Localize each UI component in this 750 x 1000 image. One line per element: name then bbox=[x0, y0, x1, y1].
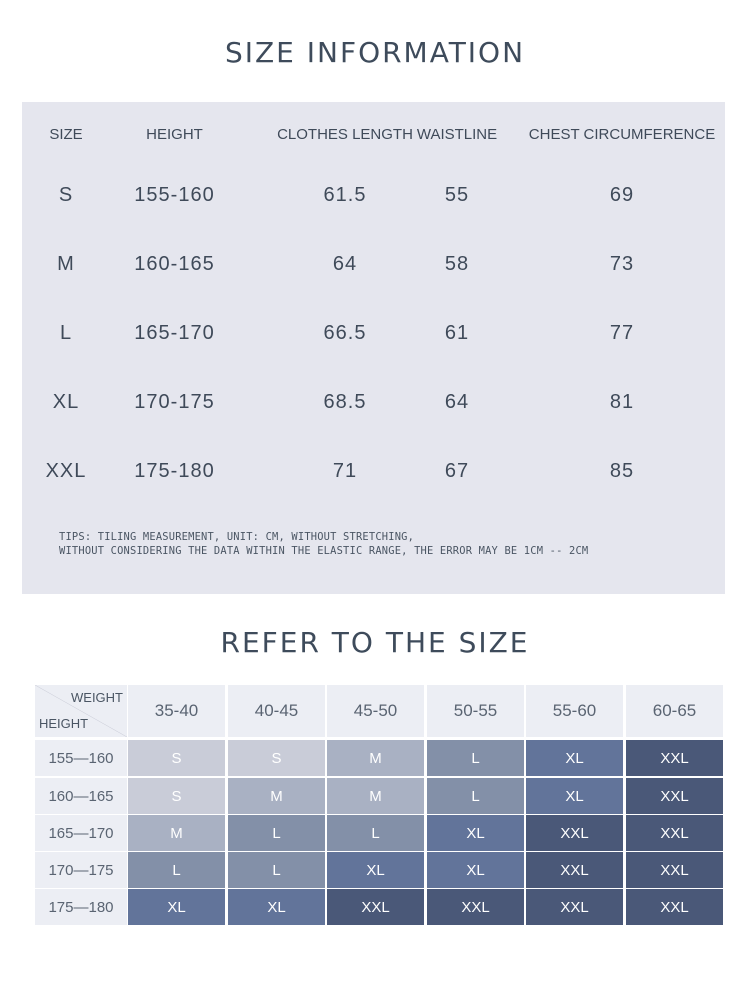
weight-column-header: 35-40 bbox=[128, 685, 225, 737]
height-row-header: 160—165 bbox=[35, 778, 127, 814]
size-cell: XXL bbox=[526, 889, 623, 925]
size-cell: XXL bbox=[626, 740, 723, 776]
info-cell-size: XXL bbox=[45, 460, 87, 482]
size-cell: M bbox=[228, 778, 325, 814]
info-cell-waistline: 58 bbox=[444, 253, 470, 275]
grid-corner: WEIGHT HEIGHT bbox=[35, 685, 127, 737]
size-cell: XXL bbox=[327, 889, 424, 925]
info-cell-size: XL bbox=[52, 391, 80, 413]
info-cell-height: 175-180 bbox=[134, 460, 215, 482]
size-cell: M bbox=[128, 815, 225, 851]
weight-height-size-grid: WEIGHT HEIGHT 35-40 40-45 45-50 50-55 55-60 6… bbox=[35, 685, 723, 925]
header-height: HEIGHT bbox=[146, 126, 203, 143]
info-cell-size: S bbox=[58, 184, 74, 206]
info-cell-height: 155-160 bbox=[134, 184, 215, 206]
size-cell: XL bbox=[427, 852, 524, 888]
height-row-header: 175—180 bbox=[35, 889, 127, 925]
info-row: XXL 175-180 71 67 85 bbox=[22, 460, 725, 484]
weight-column-header: 55-60 bbox=[526, 685, 623, 737]
info-cell-waistline: 64 bbox=[444, 391, 470, 413]
size-cell: XL bbox=[128, 889, 225, 925]
info-cell-clothes-length: 64 bbox=[332, 253, 358, 275]
info-cell-size: L bbox=[59, 322, 73, 344]
size-cell: XL bbox=[526, 778, 623, 814]
info-row: S 155-160 61.5 55 69 bbox=[22, 184, 725, 208]
size-cell: L bbox=[228, 852, 325, 888]
corner-weight-label: WEIGHT bbox=[71, 690, 123, 705]
info-cell-height: 170-175 bbox=[134, 391, 215, 413]
size-cell: S bbox=[128, 778, 225, 814]
size-cell: L bbox=[228, 815, 325, 851]
header-chest-circumference: CHEST CIRCUMFERENCE bbox=[528, 126, 716, 143]
info-cell-height: 160-165 bbox=[134, 253, 215, 275]
info-cell-chest: 81 bbox=[609, 391, 635, 413]
info-row: M 160-165 64 58 73 bbox=[22, 253, 725, 277]
info-cell-chest: 77 bbox=[609, 322, 635, 344]
size-cell: S bbox=[228, 740, 325, 776]
size-cell: L bbox=[427, 740, 524, 776]
info-cell-clothes-length: 61.5 bbox=[323, 184, 367, 206]
info-cell-clothes-length: 68.5 bbox=[323, 391, 367, 413]
size-cell: XXL bbox=[526, 852, 623, 888]
size-cell: M bbox=[327, 778, 424, 814]
size-cell: XL bbox=[228, 889, 325, 925]
weight-column-header: 45-50 bbox=[327, 685, 424, 737]
size-cell: XL bbox=[526, 740, 623, 776]
size-cell: XL bbox=[327, 852, 424, 888]
height-row-header: 165—170 bbox=[35, 815, 127, 851]
size-cell: XL bbox=[427, 815, 524, 851]
height-row-header: 170—175 bbox=[35, 852, 127, 888]
height-row-header: 155—160 bbox=[35, 740, 127, 776]
info-table-header: SIZE HEIGHT CLOTHES LENGTH WAISTLINE CHE… bbox=[22, 126, 725, 146]
size-cell: L bbox=[327, 815, 424, 851]
info-cell-waistline: 55 bbox=[444, 184, 470, 206]
info-cell-chest: 85 bbox=[609, 460, 635, 482]
weight-column-header: 40-45 bbox=[228, 685, 325, 737]
info-row: XL 170-175 68.5 64 81 bbox=[22, 391, 725, 415]
size-cell: XXL bbox=[427, 889, 524, 925]
info-cell-clothes-length: 66.5 bbox=[323, 322, 367, 344]
tips-line-1: TIPS: TILING MEASUREMENT, UNIT: CM, WITH… bbox=[59, 531, 415, 543]
size-cell: M bbox=[327, 740, 424, 776]
corner-height-label: HEIGHT bbox=[39, 716, 89, 731]
size-cell: XXL bbox=[626, 778, 723, 814]
refer-to-size-title: REFER TO THE SIZE bbox=[220, 626, 530, 659]
weight-column-header: 50-55 bbox=[427, 685, 524, 737]
size-cell: L bbox=[128, 852, 225, 888]
header-size: SIZE bbox=[49, 126, 83, 143]
info-cell-chest: 69 bbox=[609, 184, 635, 206]
size-cell: L bbox=[427, 778, 524, 814]
info-cell-chest: 73 bbox=[609, 253, 635, 275]
info-cell-size: M bbox=[57, 253, 75, 275]
size-cell: S bbox=[128, 740, 225, 776]
size-information-panel: SIZE HEIGHT CLOTHES LENGTH WAISTLINE CHE… bbox=[22, 102, 725, 594]
header-clothes-length: CLOTHES LENGTH bbox=[277, 126, 413, 143]
measurement-tips: TIPS: TILING MEASUREMENT, UNIT: CM, WITH… bbox=[59, 530, 699, 558]
size-cell: XXL bbox=[626, 852, 723, 888]
info-cell-clothes-length: 71 bbox=[332, 460, 358, 482]
info-cell-waistline: 67 bbox=[444, 460, 470, 482]
size-cell: XXL bbox=[626, 815, 723, 851]
size-cell: XXL bbox=[626, 889, 723, 925]
tips-line-2: WITHOUT CONSIDERING THE DATA WITHIN THE … bbox=[59, 545, 589, 557]
header-waistline: WAISTLINE bbox=[416, 126, 498, 143]
info-cell-waistline: 61 bbox=[444, 322, 470, 344]
info-row: L 165-170 66.5 61 77 bbox=[22, 322, 725, 346]
size-information-title: SIZE INFORMATION bbox=[224, 36, 526, 69]
info-cell-height: 165-170 bbox=[134, 322, 215, 344]
weight-column-header: 60-65 bbox=[626, 685, 723, 737]
size-cell: XXL bbox=[526, 815, 623, 851]
